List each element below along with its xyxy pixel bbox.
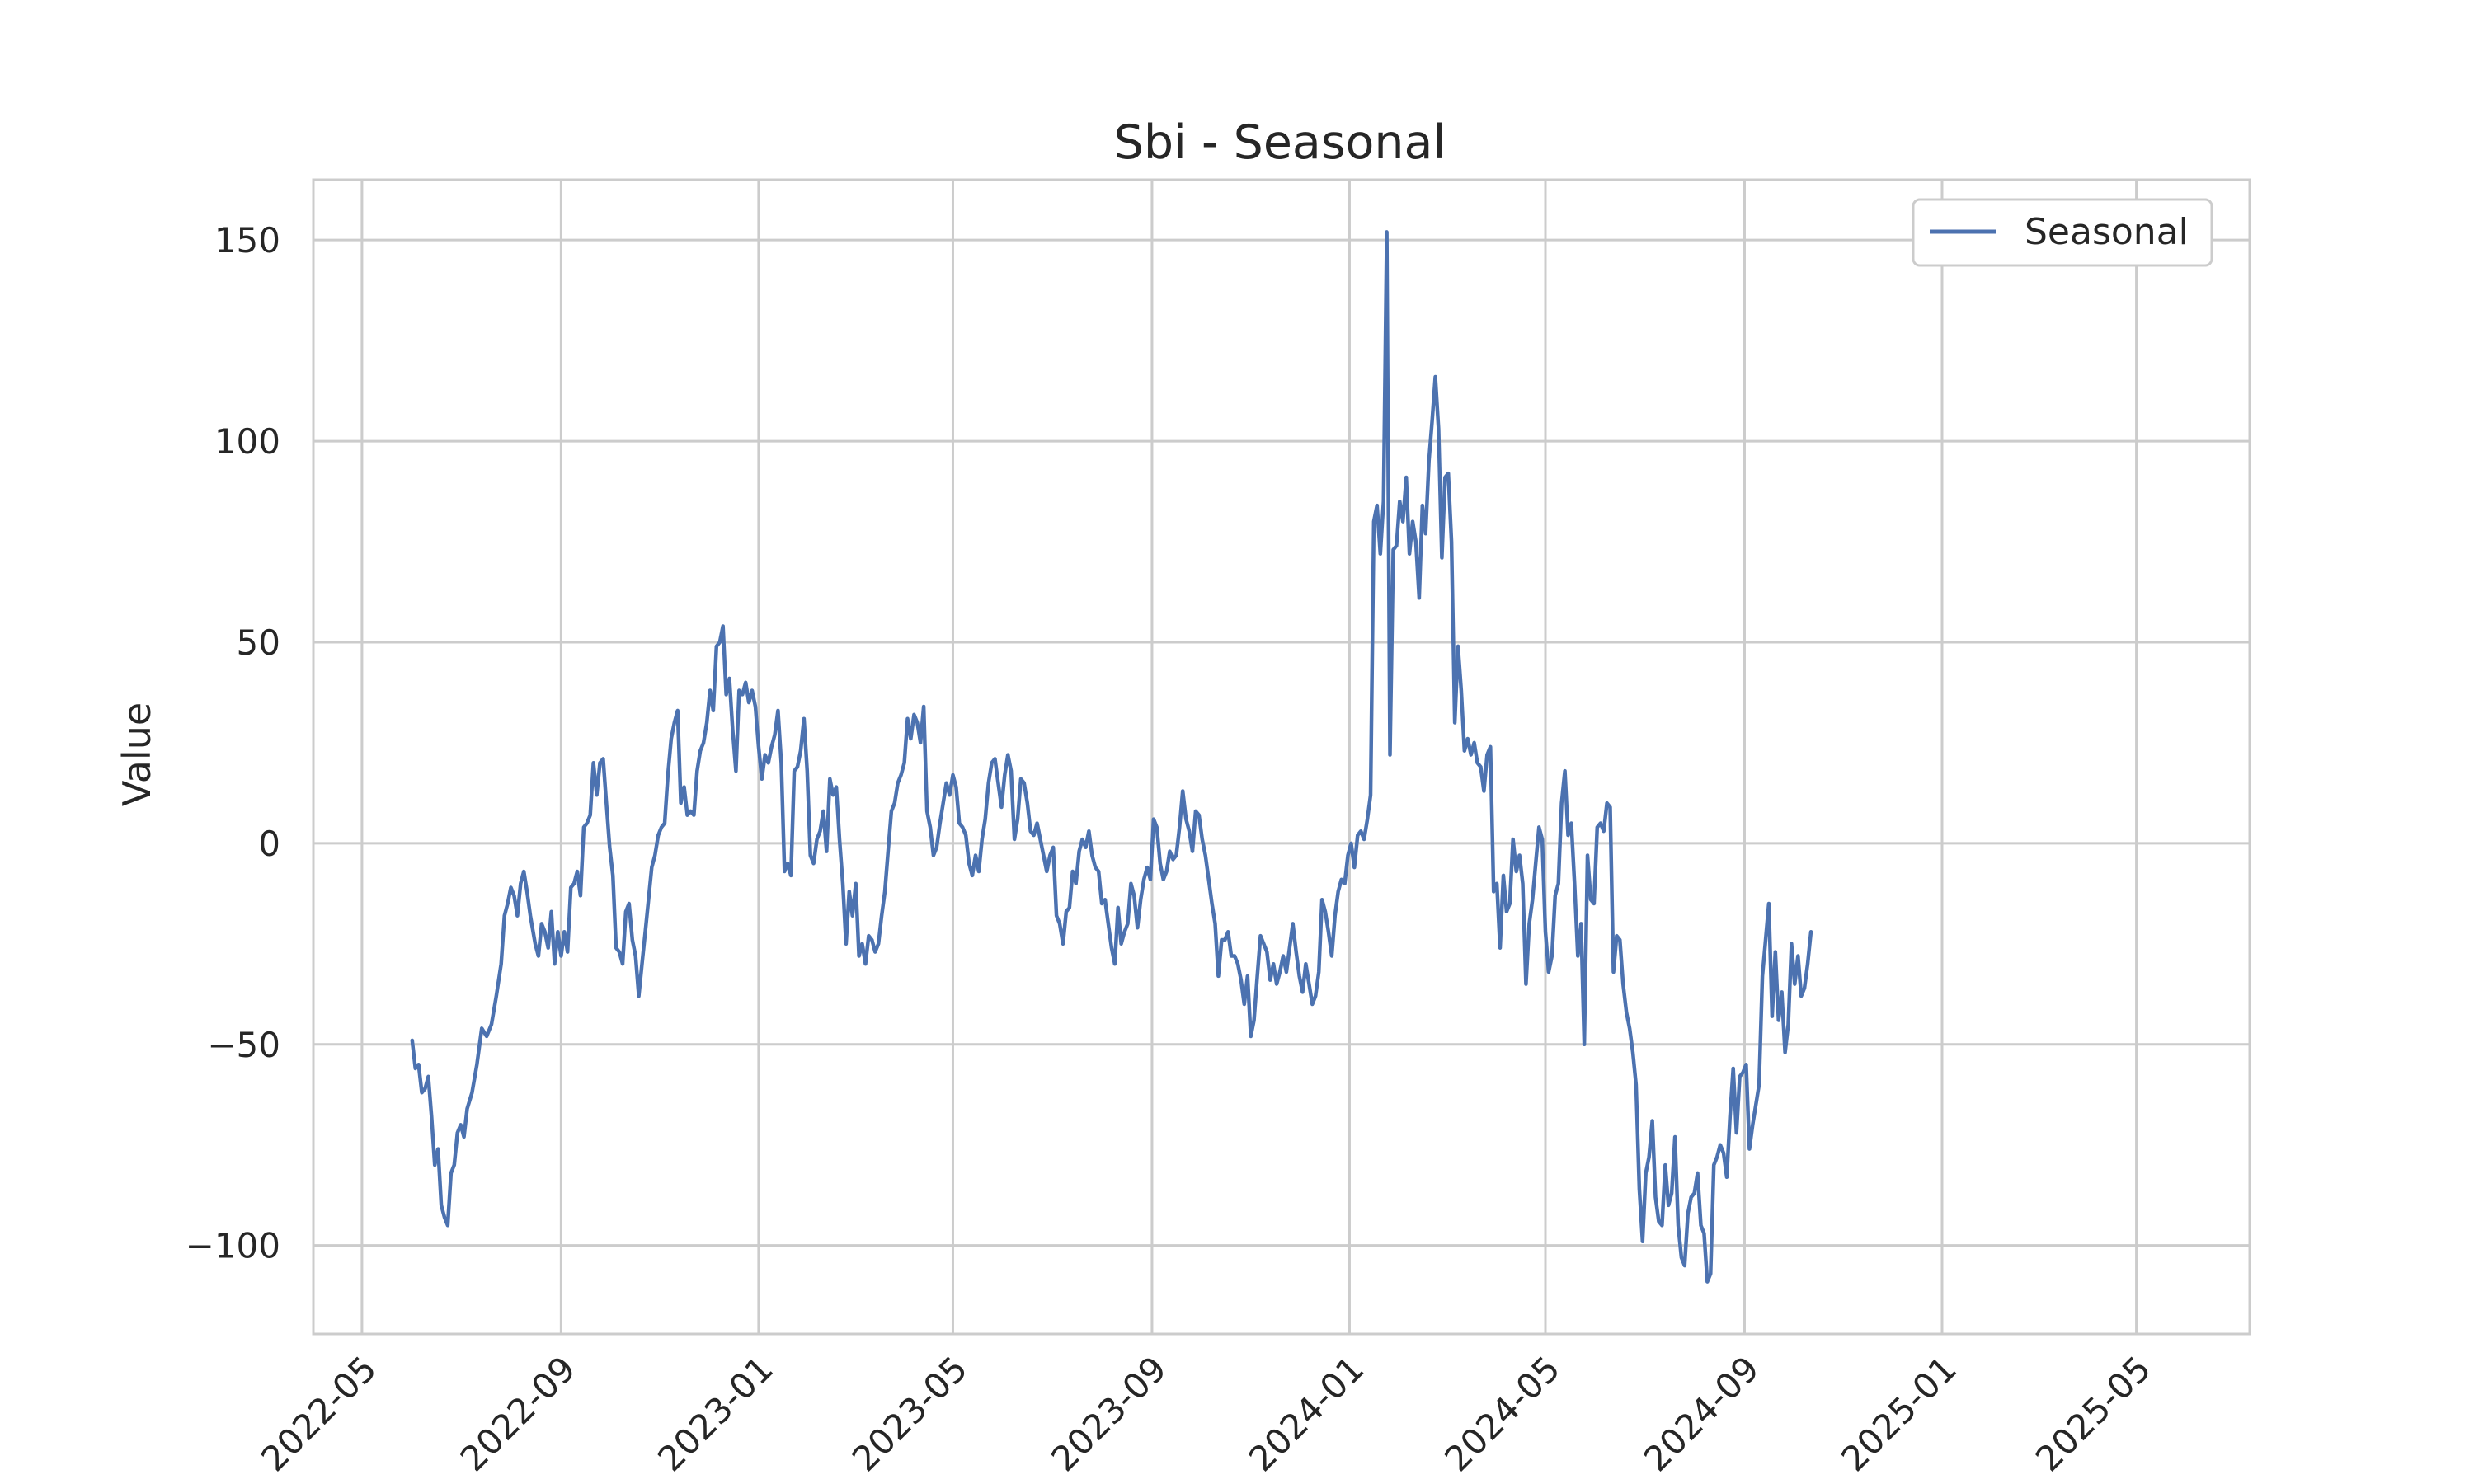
series-line-seasonal: [410, 230, 1813, 1284]
y-tick-label: 0: [258, 824, 280, 864]
grid: [313, 180, 2250, 1334]
y-axis-label: Value: [115, 702, 159, 806]
y-tick-label: 100: [214, 421, 280, 462]
legend-label: Seasonal: [2025, 211, 2189, 253]
y-tick-label: 50: [237, 622, 280, 663]
y-axis-ticks: −100 −50 0 50 100 150: [186, 220, 280, 1266]
chart-title: Sbi - Seasonal: [1114, 115, 1446, 170]
y-tick-label: −100: [186, 1226, 280, 1266]
series-layer: [410, 230, 1813, 1284]
y-tick-label: −50: [207, 1025, 280, 1065]
y-tick-label: 150: [214, 220, 280, 261]
legend-frame: [1912, 198, 2213, 267]
plot-frame: [312, 178, 2251, 1336]
legend: Seasonal: [1912, 198, 2213, 267]
